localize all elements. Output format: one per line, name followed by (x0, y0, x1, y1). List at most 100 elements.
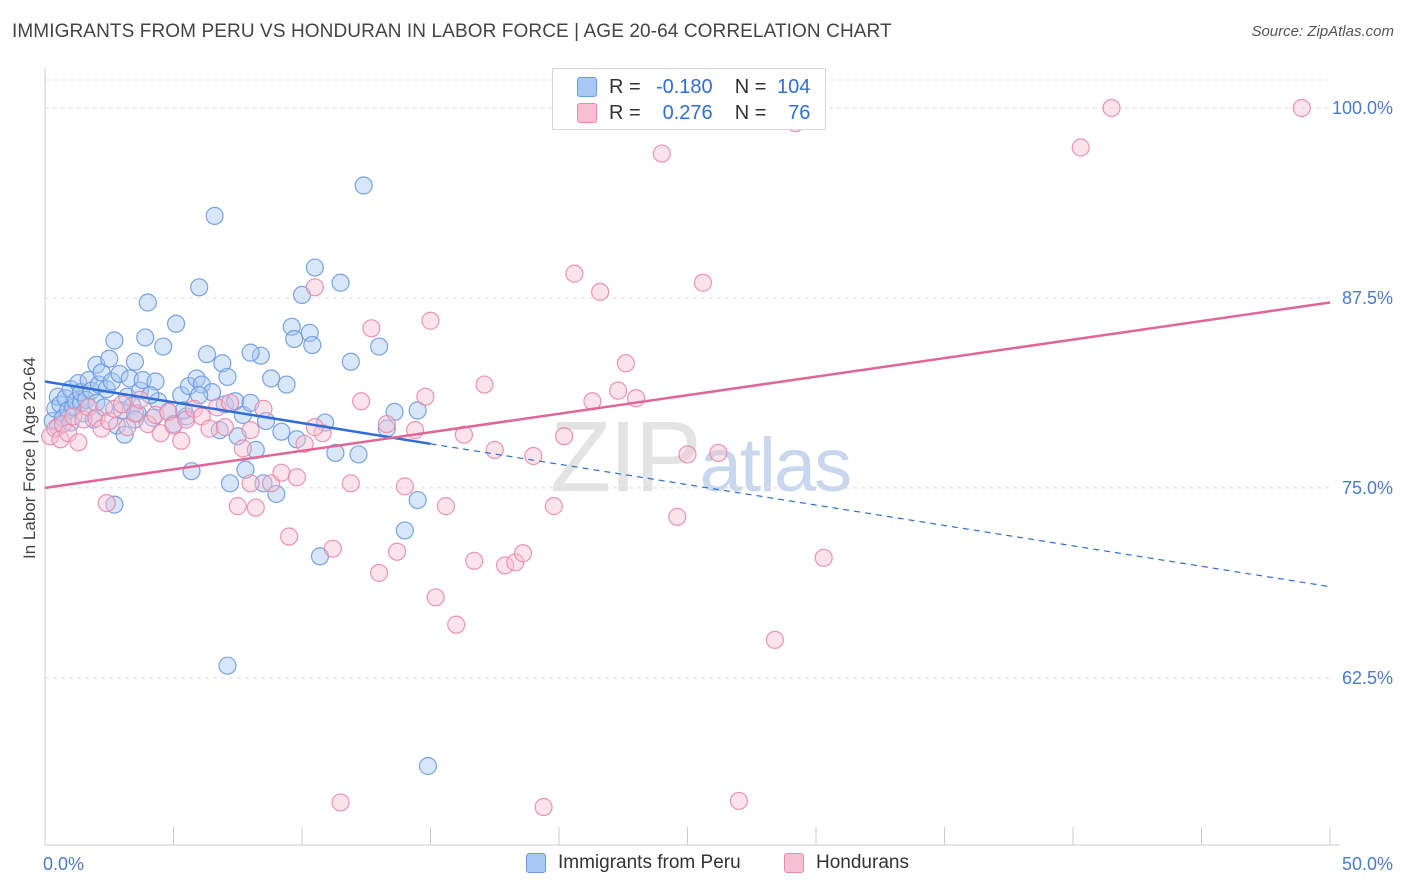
legend-swatch-peru (526, 853, 546, 873)
peru-point (251, 346, 270, 365)
peru-point (136, 328, 155, 347)
watermark-zip: ZIP (550, 401, 702, 513)
honduran-point (513, 544, 533, 563)
peru-point (349, 445, 368, 464)
honduran-point (421, 311, 440, 330)
series-legend: Immigrants from Peru Hondurans (0, 852, 1406, 878)
honduran-point (524, 446, 543, 466)
x-tick-label: 50.0% (1342, 854, 1393, 874)
peru-point (192, 375, 211, 394)
peru-point (166, 314, 186, 333)
honduran-point (272, 463, 291, 482)
peru-point (213, 354, 232, 373)
peru-point (267, 484, 286, 504)
honduran-point (97, 493, 116, 513)
peru-point (341, 352, 360, 371)
honduran-point (125, 404, 145, 423)
honduran-point (729, 791, 749, 811)
honduran-point (53, 414, 73, 434)
honduran-point (387, 542, 407, 561)
peru-point (92, 363, 111, 382)
peru-point (408, 490, 427, 510)
peru-point (285, 329, 304, 349)
legend-item-hondurans: Hondurans (784, 852, 909, 874)
peru-point (125, 352, 145, 371)
peru-point (277, 375, 296, 394)
peru-point (305, 258, 324, 277)
honduran-point (678, 445, 697, 464)
y-tick-label: 100.0% (1332, 98, 1393, 118)
peru-point (130, 381, 150, 400)
peru-point (218, 367, 237, 387)
honduran-point (506, 553, 525, 572)
honduran-point (92, 419, 111, 438)
peru-trend-extension (430, 443, 1331, 588)
honduran-point (591, 282, 610, 301)
honduran-point (652, 144, 671, 163)
peru-point (272, 422, 291, 441)
peru-point (146, 372, 165, 391)
peru-point (218, 656, 237, 675)
honduran-point (395, 477, 414, 496)
honduran-point (130, 390, 150, 409)
honduran-point (436, 497, 456, 516)
legend-item-peru: Immigrants from Peru (526, 852, 741, 874)
honduran-point (544, 497, 563, 516)
watermark: ZIPatlas (550, 400, 853, 515)
honduran-point (341, 474, 360, 493)
honduran-point (200, 419, 219, 438)
honduran-point (475, 375, 494, 394)
legend-row-hondurans: R = 0.276 N = 76 (577, 101, 810, 125)
peru-point (138, 293, 157, 312)
legend-n-label: N = (734, 101, 767, 124)
honduran-point (609, 381, 628, 400)
legend-r-value: -0.180 (655, 75, 713, 98)
peru-point (110, 364, 129, 384)
correlation-legend: R = -0.180 N = 104 R = 0.276 N = 76 (552, 68, 826, 130)
honduran-point (228, 497, 247, 516)
peru-point (408, 401, 427, 420)
peru-point (326, 443, 345, 463)
peru-trend-line (44, 380, 431, 446)
honduran-point (370, 563, 389, 583)
honduran-point (1071, 138, 1090, 157)
honduran-point (220, 393, 240, 412)
chart-title: IMMIGRANTS FROM PERU VS HONDURAN IN LABO… (12, 21, 892, 42)
honduran-point (426, 588, 445, 607)
honduran-point (215, 418, 234, 437)
peru-point (190, 386, 209, 405)
peru-point (102, 372, 121, 391)
honduran-point (159, 402, 178, 422)
honduran-point (112, 395, 132, 414)
legend-row-peru: R = -0.180 N = 104 (577, 75, 810, 99)
peru-point (190, 278, 209, 297)
honduran-point (1292, 98, 1311, 118)
honduran-point (295, 434, 314, 453)
peru-point (303, 335, 322, 355)
honduran-point (64, 407, 83, 426)
legend-swatch-hondurans (784, 853, 804, 873)
honduran-point (118, 418, 137, 437)
honduran-point (138, 414, 157, 434)
legend-r-label: R = (609, 75, 641, 98)
honduran-point (352, 392, 371, 411)
honduran-point (465, 551, 484, 570)
honduran-point (555, 427, 574, 446)
peru-point (220, 474, 240, 493)
honduran-point (416, 387, 435, 406)
peru-point (105, 495, 124, 514)
legend-n-label: N = (734, 75, 767, 98)
honduran-point (534, 797, 553, 817)
peru-point (370, 337, 389, 356)
y-tick-label: 75.0% (1342, 478, 1393, 498)
legend-n-value: 76 (788, 101, 811, 124)
honduran-point (377, 414, 396, 434)
honduran-point (693, 273, 713, 292)
honduran-point (323, 539, 342, 558)
legend-swatch-peru (577, 77, 597, 97)
honduran-point (709, 443, 728, 463)
honduran-point (246, 498, 265, 517)
watermark-atlas: atlas (699, 423, 853, 508)
x-tick-label: 0.0% (43, 854, 84, 874)
